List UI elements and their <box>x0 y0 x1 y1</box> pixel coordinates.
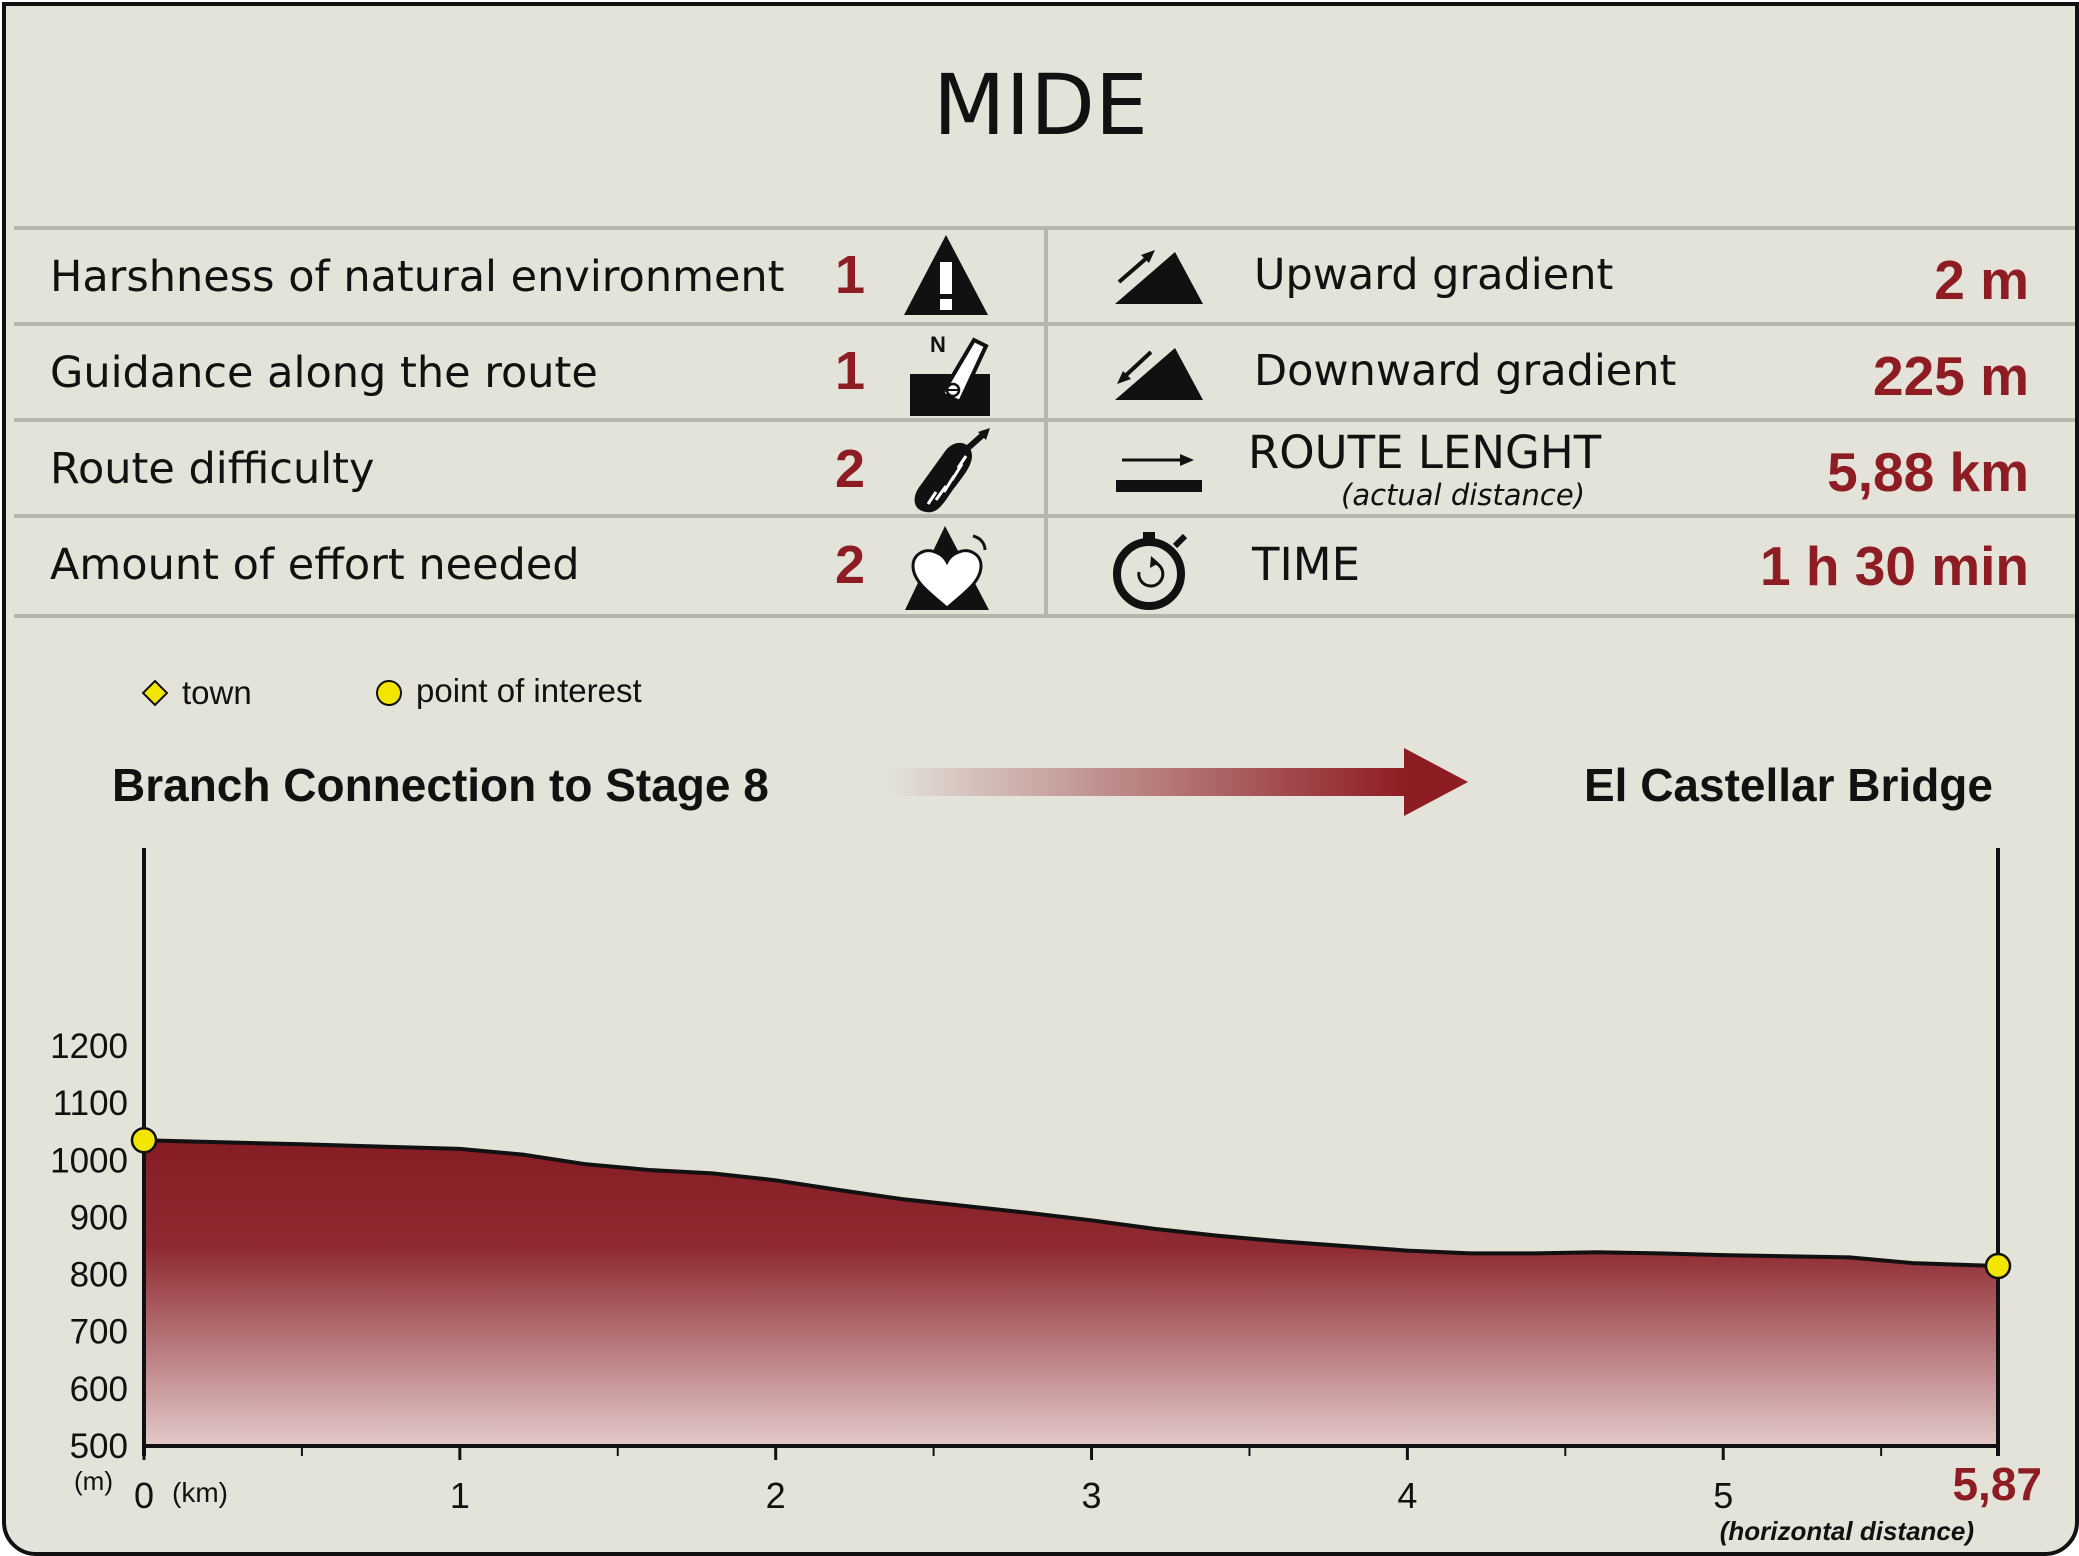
compass-map-icon: N <box>910 332 990 416</box>
legend-town-label: town <box>182 674 252 711</box>
effort-value: 2 <box>834 535 866 595</box>
x-end-label: 5,87 <box>1952 1458 2042 1510</box>
elevation-profile-chart: 0 1 2 3 4 5 500 600 700 800 900 1000 1100 1200 (m) (km)… <box>50 848 2042 1546</box>
x-tick-label: 3 <box>1082 1475 1102 1516</box>
y-tick-label: 800 <box>70 1256 128 1295</box>
difficulty-label: Route difficulty <box>50 444 375 494</box>
svg-text:N: N <box>930 332 946 357</box>
downward-gradient-label: Downward gradient <box>1254 346 1677 396</box>
upward-gradient-label: Upward gradient <box>1254 250 1614 300</box>
poi-marker-icon <box>376 680 402 706</box>
distance-arrow-icon <box>1116 454 1202 492</box>
guidance-value: 1 <box>834 341 866 401</box>
downhill-icon <box>1115 348 1203 400</box>
route-direction-arrow-icon <box>886 748 1468 816</box>
difficulty-value: 2 <box>834 439 866 499</box>
harshness-value: 1 <box>834 245 866 305</box>
stopwatch-icon <box>1113 532 1188 610</box>
x-tick-label: 2 <box>766 1475 786 1516</box>
route-end-label: El Castellar Bridge <box>1583 759 1993 811</box>
x-tick-label: 4 <box>1397 1475 1417 1516</box>
y-axis-unit-label: (m) <box>74 1466 113 1496</box>
guidance-label: Guidance along the route <box>50 348 598 398</box>
y-tick-label: 900 <box>70 1198 128 1237</box>
route-length-value: 5,88 km <box>1827 441 2029 503</box>
legend-poi-label: point of interest <box>416 672 642 709</box>
y-tick-label: 600 <box>70 1370 128 1409</box>
table-column-divider <box>1044 228 1048 616</box>
elevation-area <box>144 1140 1998 1446</box>
y-tick-label: 500 <box>70 1427 128 1466</box>
route-length-label: ROUTE LENGHT <box>1248 426 1602 479</box>
harshness-label: Harshness of natural environment <box>50 252 785 302</box>
time-value: 1 h 30 min <box>1760 535 2029 597</box>
town-marker-icon <box>141 679 169 707</box>
elevation-line <box>143 1138 1999 1268</box>
heart-mountain-icon <box>905 526 989 610</box>
route-length-sublabel: (actual distance) <box>1341 478 1586 512</box>
x-tick-label: 5 <box>1713 1475 1733 1516</box>
x-tick-label: 0 <box>134 1475 154 1516</box>
point-of-interest-marker <box>130 1127 158 1154</box>
x-tick-label: 1 <box>450 1475 470 1516</box>
y-tick-label: 1000 <box>50 1141 128 1180</box>
route-start-label: Branch Connection to Stage 8 <box>112 759 769 811</box>
footprint-icon <box>914 428 990 513</box>
x-end-caption: (horizontal distance) <box>1720 1516 1974 1546</box>
point-of-interest-marker <box>1984 1252 2012 1280</box>
effort-label: Amount of effort needed <box>50 540 580 590</box>
y-tick-label: 1100 <box>53 1084 128 1123</box>
upward-gradient-value: 2 m <box>1934 249 2029 311</box>
y-tick-label: 1200 <box>50 1027 128 1066</box>
page-title: MIDE <box>932 56 1148 154</box>
uphill-icon <box>1115 250 1203 304</box>
y-tick-label: 700 <box>70 1313 128 1352</box>
x-axis-unit-label: (km) <box>172 1477 228 1508</box>
downward-gradient-value: 225 m <box>1873 345 2029 407</box>
table-border-bottom <box>14 614 2075 618</box>
time-label: TIME <box>1252 538 1361 591</box>
warning-triangle-icon <box>904 235 988 315</box>
